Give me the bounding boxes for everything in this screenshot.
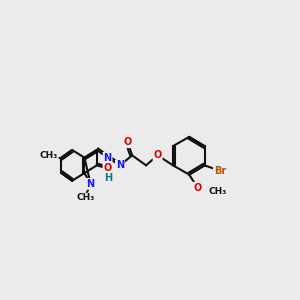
Text: Br: Br (214, 166, 226, 176)
Text: O: O (123, 137, 132, 147)
Text: O: O (103, 164, 112, 173)
Text: CH₃: CH₃ (208, 187, 227, 196)
Text: N: N (86, 179, 95, 189)
Text: N: N (103, 153, 112, 163)
Text: O: O (194, 183, 202, 193)
Text: CH₃: CH₃ (77, 193, 95, 202)
Text: H: H (104, 173, 112, 183)
Text: N: N (116, 160, 124, 170)
Text: O: O (154, 150, 162, 160)
Text: CH₃: CH₃ (40, 151, 58, 160)
